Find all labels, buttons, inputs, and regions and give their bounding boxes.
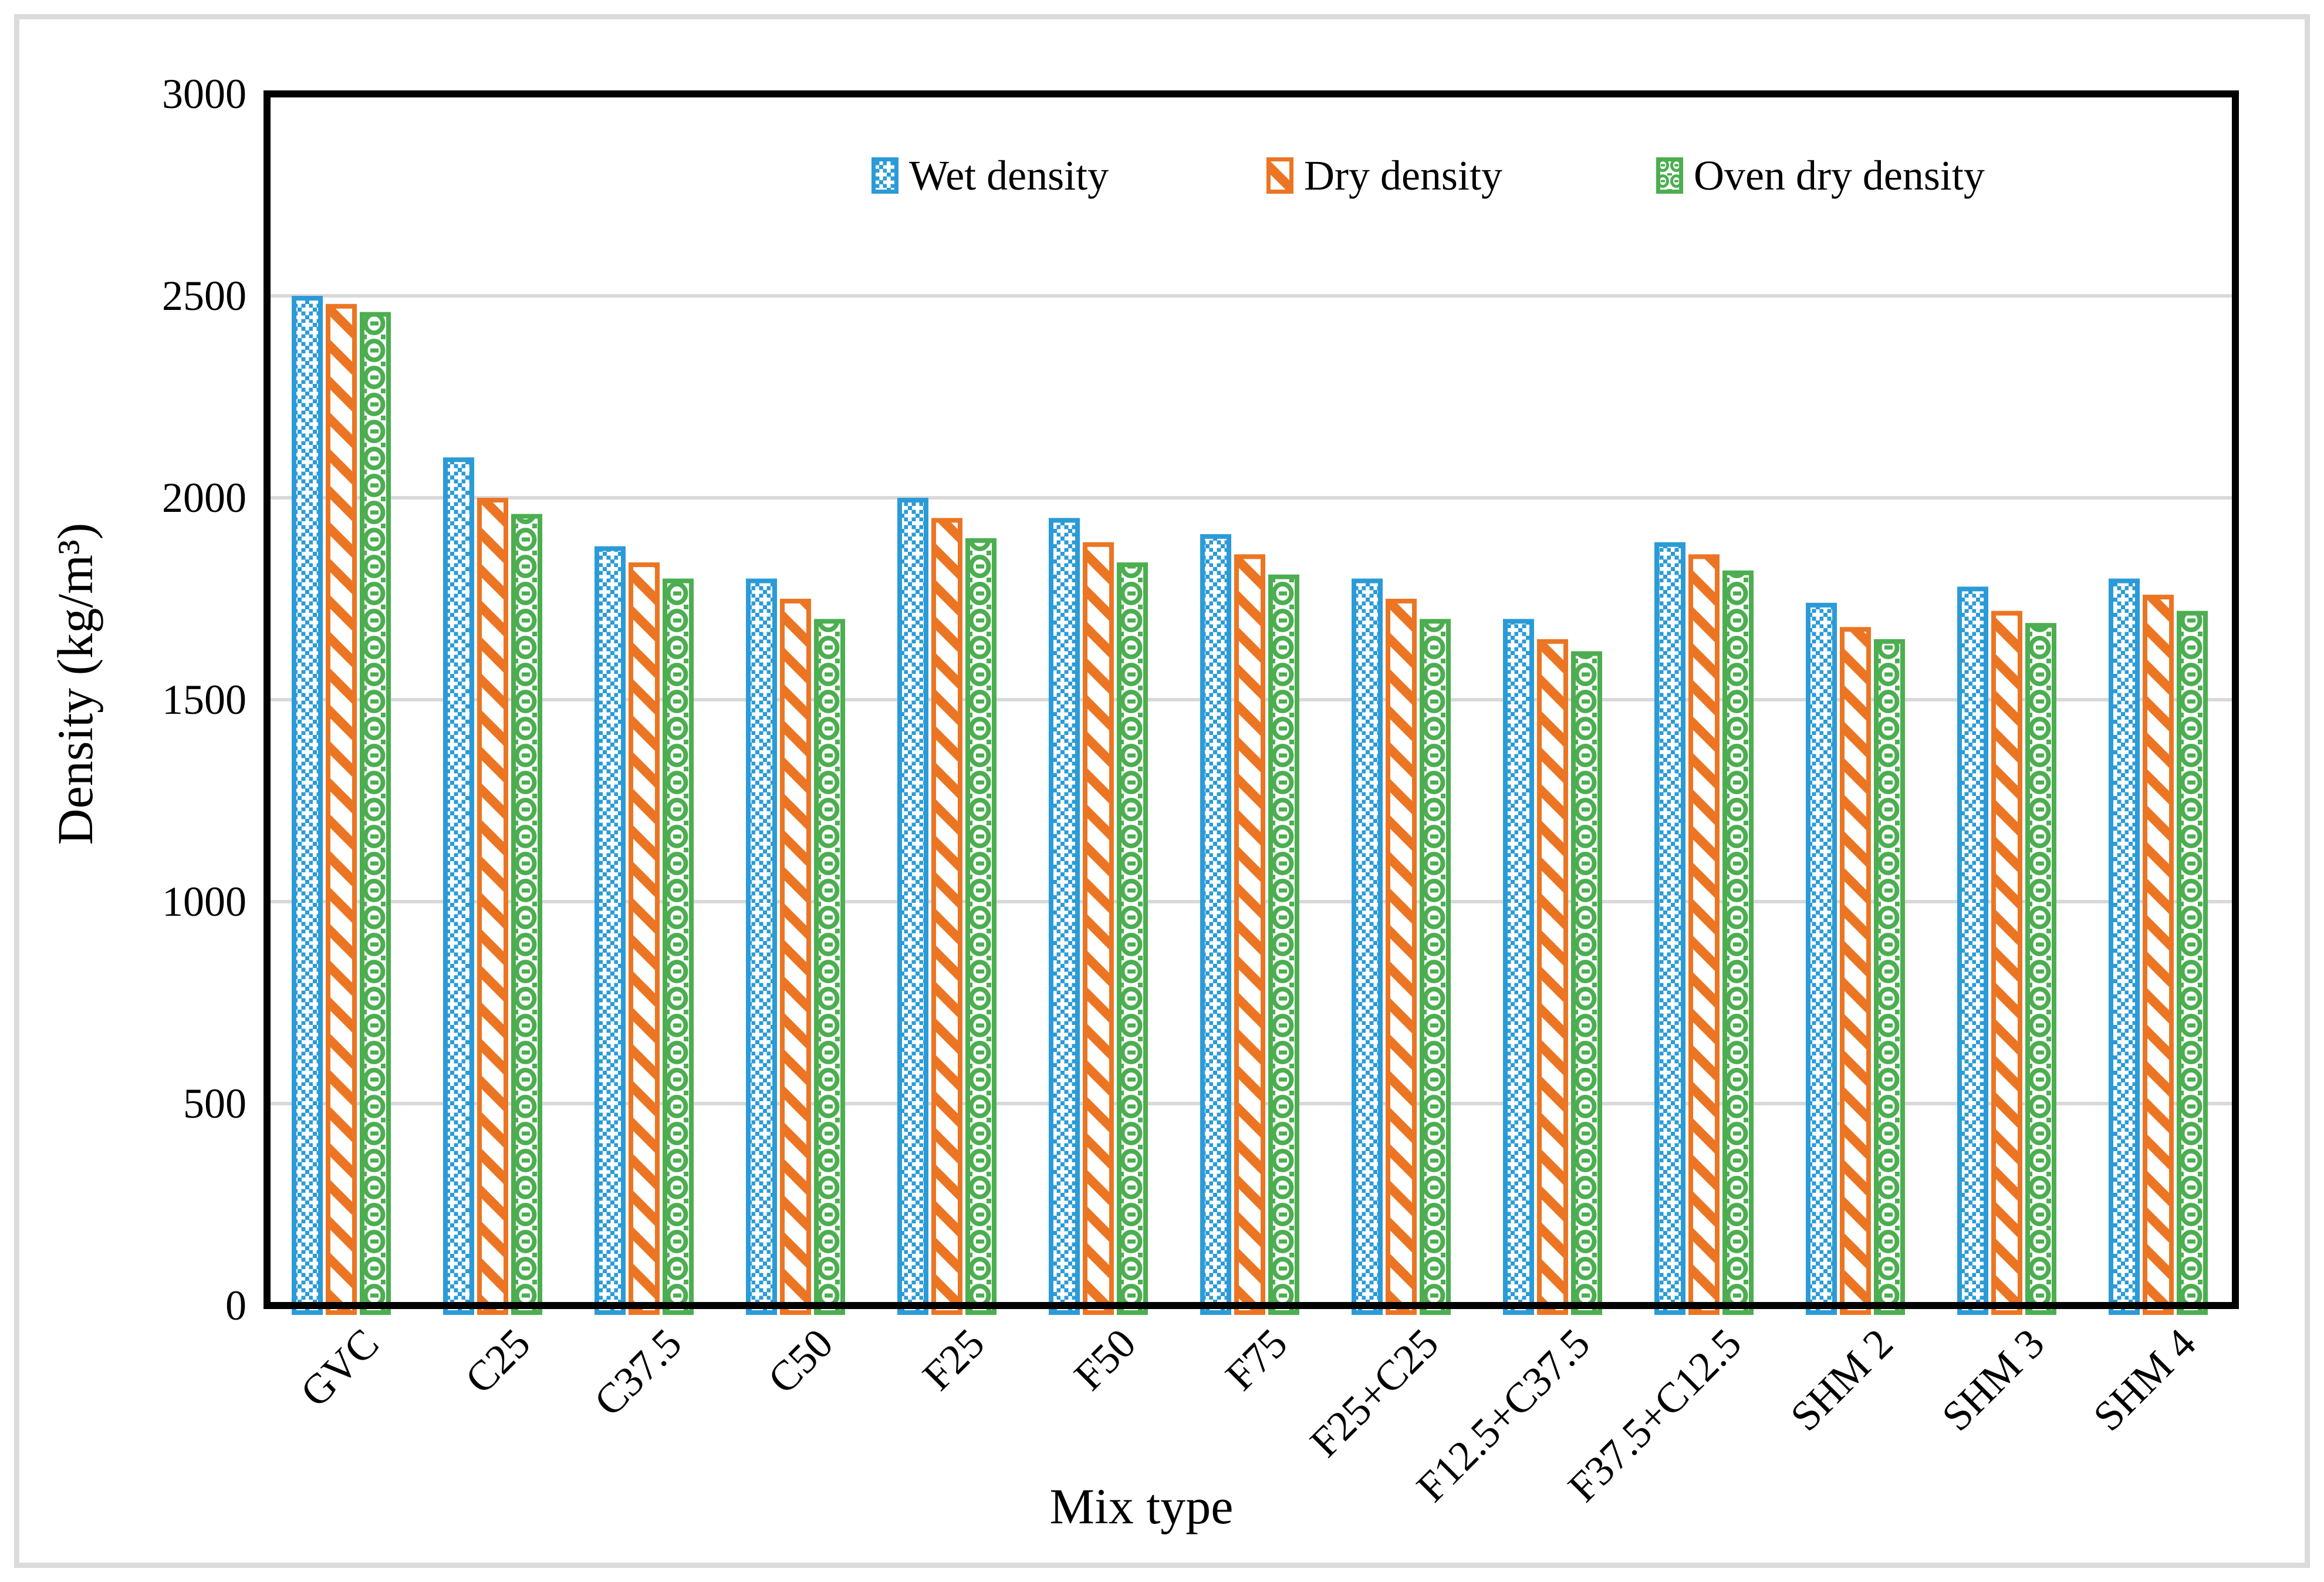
y-tick-label-1000: 1000 (162, 878, 246, 925)
legend-label: Wet density (909, 152, 1109, 199)
bar-dry-density-F25+C25 (1386, 599, 1417, 1315)
bar-dry-density-F75 (1234, 554, 1265, 1315)
bar-dry-density-SHM 2 (1840, 627, 1871, 1315)
y-tick-label-3000: 3000 (162, 70, 246, 117)
y-tick-label-2500: 2500 (162, 272, 246, 319)
legend-swatch-dry-icon (1266, 157, 1293, 194)
bar-wet-density-SHM 2 (1806, 602, 1837, 1315)
bar-wet-density-F12.5+C37.5 (1503, 619, 1534, 1315)
bar-oven-dry-density-SHM 3 (2025, 623, 2056, 1315)
x-axis-title: Mix type (1049, 1478, 1234, 1534)
bar-oven-dry-density-F50 (1117, 562, 1148, 1315)
bar-dry-density-SHM 4 (2143, 595, 2174, 1315)
bar-oven-dry-density-F12.5+C37.5 (1571, 651, 1602, 1315)
bar-dry-density-F25 (931, 518, 962, 1315)
bar-wet-density-F25 (897, 498, 928, 1315)
plot-area (264, 90, 2239, 1315)
bar-oven-dry-density-C37.5 (663, 578, 694, 1315)
bar-dry-density-F12.5+C37.5 (1537, 639, 1568, 1315)
y-tick-label-500: 500 (183, 1080, 246, 1127)
legend-swatch-wet-icon (872, 157, 898, 194)
bar-wet-density-SHM 4 (2109, 578, 2140, 1315)
legend-label: Oven dry density (1694, 152, 1985, 199)
bar-dry-density-C50 (780, 599, 811, 1315)
bar-dry-density-C25 (477, 498, 508, 1315)
bar-wet-density-C25 (443, 457, 474, 1315)
legend-item-dry: Dry density (1266, 152, 1502, 199)
bar-dry-density-SHM 3 (1991, 610, 2022, 1315)
bar-dry-density-F50 (1083, 542, 1114, 1315)
bar-wet-density-C37.5 (594, 546, 626, 1315)
legend-item-oven: Oven dry density (1656, 152, 1985, 199)
plot-frame (264, 90, 2239, 1309)
bar-oven-dry-density-C50 (814, 619, 845, 1315)
bar-wet-density-SHM 3 (1957, 586, 1988, 1315)
bar-oven-dry-density-C25 (511, 514, 542, 1315)
bar-dry-density-GVC (326, 303, 357, 1315)
bar-wet-density-C50 (746, 578, 777, 1315)
legend-swatch-oven-icon (1656, 157, 1683, 194)
y-tick-label-1500: 1500 (162, 676, 246, 723)
bar-dry-density-F37.5+C12.5 (1688, 554, 1720, 1315)
bar-oven-dry-density-F37.5+C12.5 (1722, 570, 1754, 1315)
bar-oven-dry-density-GVC (360, 312, 391, 1315)
bar-oven-dry-density-F25+C25 (1420, 619, 1451, 1315)
bar-wet-density-F50 (1049, 518, 1080, 1315)
bar-dry-density-C37.5 (629, 562, 660, 1315)
legend-label: Dry density (1304, 152, 1502, 199)
bar-oven-dry-density-F75 (1268, 574, 1299, 1315)
bar-oven-dry-density-SHM 4 (2177, 610, 2208, 1315)
bar-oven-dry-density-F25 (965, 538, 997, 1315)
bar-wet-density-F75 (1200, 534, 1231, 1315)
bar-wet-density-F25+C25 (1352, 578, 1383, 1315)
y-tick-label-0: 0 (225, 1282, 246, 1329)
bar-wet-density-GVC (292, 296, 323, 1315)
bar-wet-density-F37.5+C12.5 (1654, 542, 1685, 1315)
bar-oven-dry-density-SHM 2 (1874, 639, 1905, 1315)
legend-item-wet: Wet density (872, 152, 1109, 199)
y-tick-label-2000: 2000 (162, 474, 246, 521)
